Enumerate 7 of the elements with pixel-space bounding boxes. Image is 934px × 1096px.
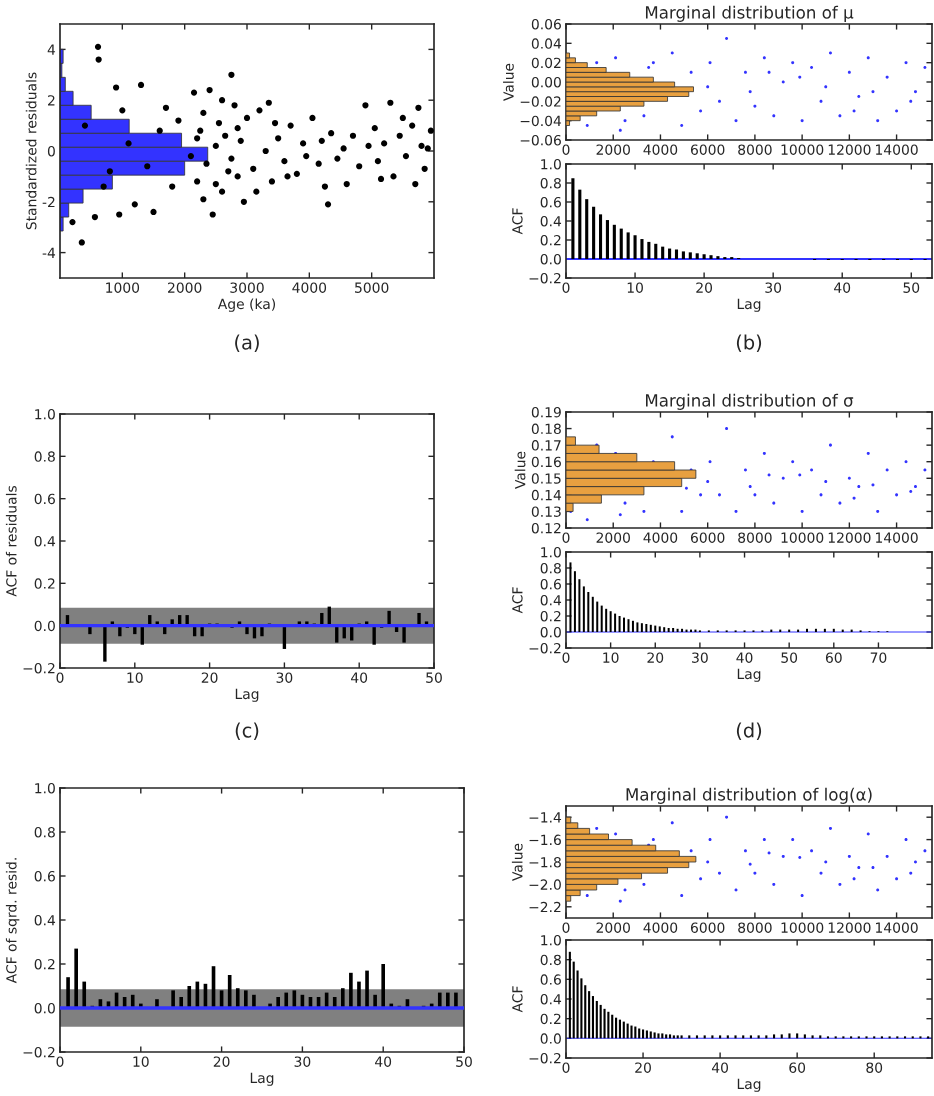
text: (b) (736, 334, 762, 352)
chart-title: Marginal distribution of log(α) (626, 787, 872, 804)
text: (d) (736, 722, 762, 740)
chart-title: Marginal distribution of σ (646, 393, 854, 410)
chart-title: Marginal distribution of μ (645, 5, 854, 22)
text: (a) (235, 334, 259, 352)
text: (c) (235, 722, 259, 740)
